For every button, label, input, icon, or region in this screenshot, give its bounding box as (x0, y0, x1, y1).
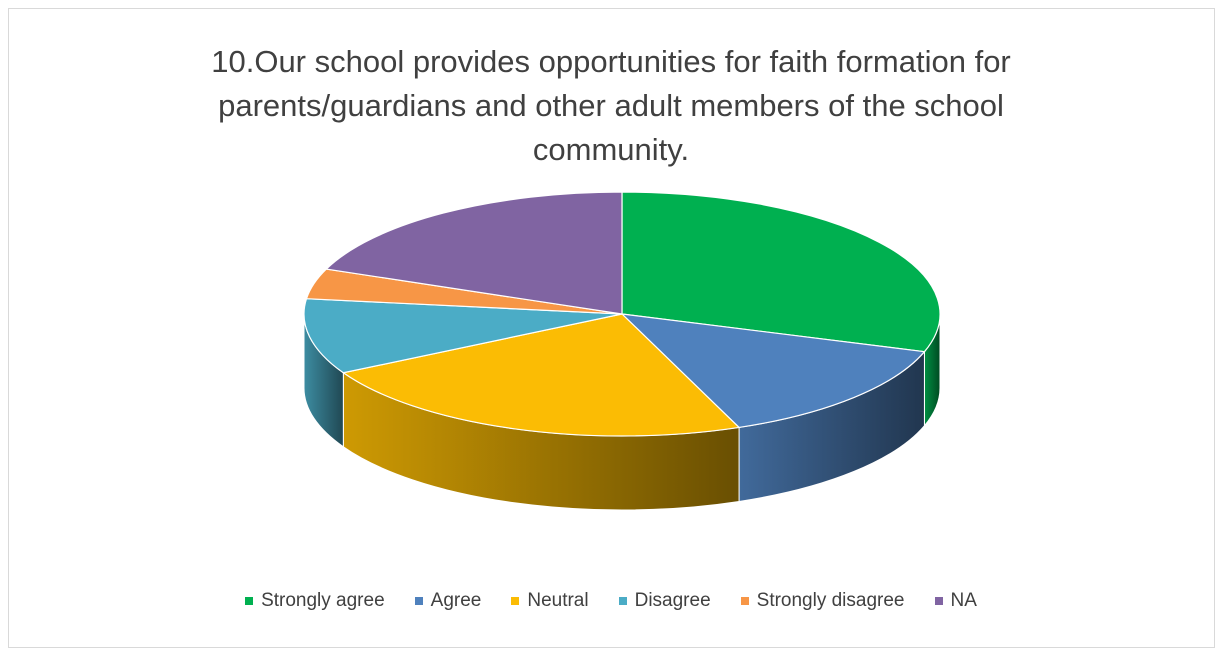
pie-slice-strongly-agree[interactable] (621, 191, 941, 353)
chart-legend: Strongly agree Agree Neutral Disagree St… (0, 590, 1222, 612)
pie-chart (303, 191, 941, 511)
legend-item-neutral[interactable]: Neutral (511, 590, 589, 612)
legend-label-na: NA (950, 590, 977, 611)
legend-label-neutral: Neutral (527, 590, 589, 611)
legend-label-disagree: Disagree (634, 590, 711, 611)
pie-side-walls (303, 313, 941, 511)
legend-swatch-na (934, 597, 943, 605)
legend-label-strongly-agree: Strongly agree (261, 590, 385, 611)
chart-title-line-1: 10.Our school provides opportunities for… (211, 44, 1011, 79)
chart-title: 10.Our school provides opportunities for… (0, 40, 1222, 172)
pie-slice-neutral[interactable] (341, 313, 741, 437)
legend-label-strongly-disagree: Strongly disagree (756, 590, 905, 611)
legend-label-agree: Agree (430, 590, 482, 611)
legend-item-agree[interactable]: Agree (414, 590, 482, 612)
legend-item-strongly-disagree[interactable]: Strongly disagree (740, 590, 905, 612)
chart-title-line-2: parents/guardians and other adult member… (218, 88, 1004, 123)
pie-top-faces (303, 191, 941, 437)
legend-swatch-neutral (511, 597, 520, 605)
pie-slice-agree[interactable] (620, 313, 926, 429)
legend-swatch-agree (414, 597, 423, 605)
pie-slice-disagree[interactable] (303, 298, 623, 374)
legend-swatch-disagree (618, 597, 627, 605)
legend-item-na[interactable]: NA (934, 590, 977, 612)
legend-swatch-strongly-disagree (740, 597, 749, 605)
legend-item-strongly-agree[interactable]: Strongly agree (245, 590, 385, 612)
pie-slice-na[interactable] (325, 191, 623, 315)
chart-title-line-3: community. (532, 132, 690, 167)
legend-swatch-strongly-agree (245, 597, 254, 605)
legend-item-disagree[interactable]: Disagree (618, 590, 711, 612)
